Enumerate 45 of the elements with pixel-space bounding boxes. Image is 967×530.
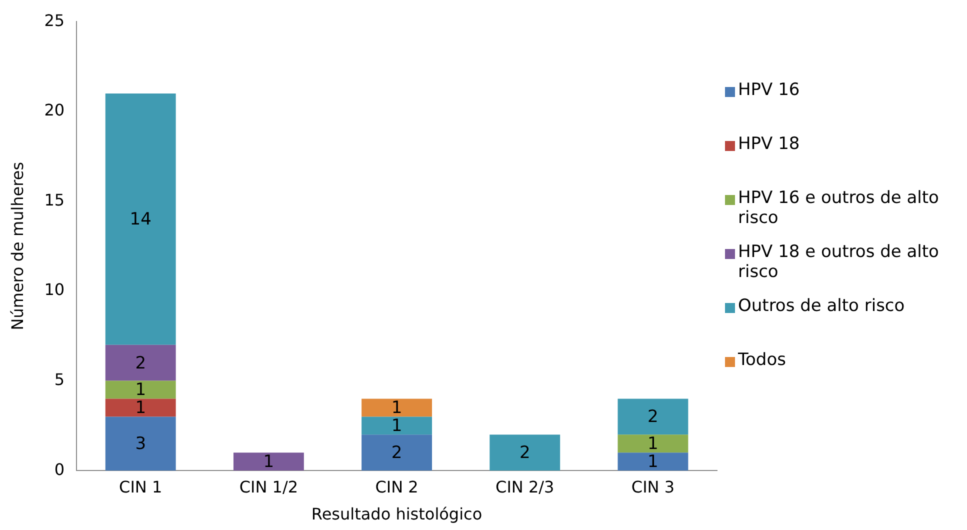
data-label: 1	[391, 416, 402, 436]
bar	[618, 434, 688, 453]
y-axis-title: Número de mulheres	[8, 162, 27, 330]
bar	[490, 434, 560, 471]
bar	[362, 434, 432, 471]
bar	[618, 398, 688, 435]
legend-label: Outros de alto risco	[738, 296, 905, 316]
y-tick-label: 15	[44, 190, 65, 210]
x-tick-label: CIN 1/2	[239, 477, 298, 496]
bar	[105, 416, 176, 471]
bar	[105, 380, 176, 399]
data-label: 1	[135, 398, 146, 418]
bar	[105, 398, 176, 417]
bar	[362, 398, 432, 417]
legend-label: Todos	[738, 350, 786, 370]
data-label: 1	[391, 398, 402, 418]
y-tick-label: 10	[44, 280, 65, 300]
data-label: 3	[135, 434, 146, 454]
y-tick-label: 20	[44, 100, 65, 120]
legend-label: HPV 16	[738, 80, 800, 100]
bar	[105, 93, 176, 345]
legend-label: HPV 18	[738, 134, 800, 154]
x-tick-label: CIN 2/3	[496, 477, 554, 496]
data-label: 2	[519, 443, 530, 464]
data-label: 1	[648, 452, 658, 472]
bar	[618, 452, 688, 471]
x-tick-label: CIN 3	[631, 477, 675, 496]
x-tick-label: CIN 1	[119, 477, 162, 496]
data-label: 1	[263, 452, 274, 472]
bar	[362, 416, 432, 435]
x-axis-title: Resultado histológico	[311, 504, 482, 524]
data-label: 2	[391, 443, 402, 464]
bar	[105, 344, 176, 381]
legend-label: HPV 16 e outros de alto risco	[738, 188, 940, 228]
y-tick-label: 0	[54, 460, 65, 479]
x-tick-label: CIN 2	[375, 477, 418, 496]
data-label: 2	[135, 353, 146, 374]
data-label: 1	[135, 380, 146, 400]
legend-label: HPV 18 e outros de alto risco	[738, 242, 940, 282]
bar	[233, 452, 304, 471]
data-label: 14	[130, 210, 152, 230]
data-label: 2	[648, 407, 658, 428]
y-tick-label: 25	[44, 10, 65, 30]
data-label: 1	[648, 434, 658, 454]
y-tick-label: 5	[54, 370, 65, 389]
